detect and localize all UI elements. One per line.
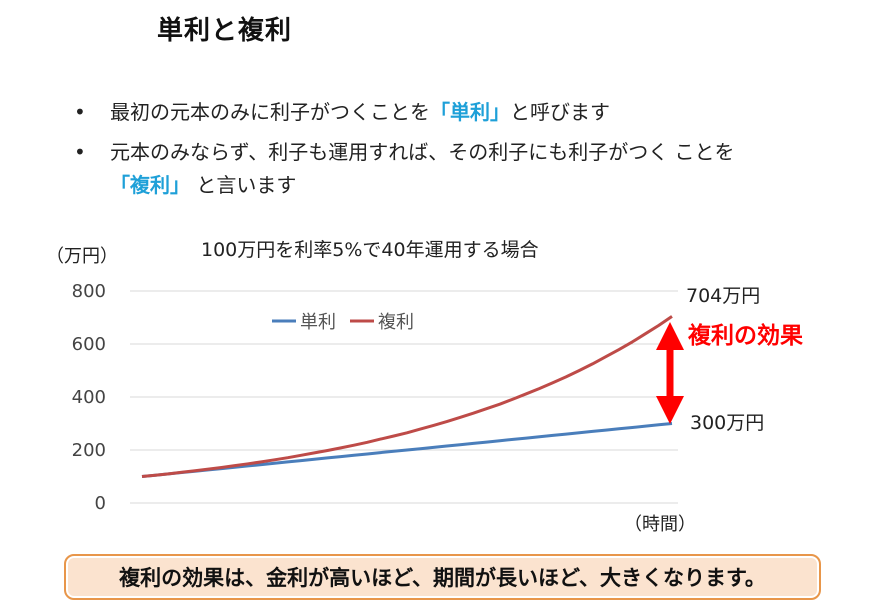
bullet-text: 最初の元本のみに利子がつくことを	[110, 100, 430, 124]
legend-label-compound: 複利	[378, 312, 414, 333]
highlight-term: 「複利」	[110, 173, 190, 197]
effect-label: 複利の効果	[688, 322, 803, 349]
chart-title: 100万円を利率5%で40年運用する場合	[201, 239, 539, 261]
y-axis-label: （万円）	[46, 246, 118, 267]
y-tick-label: 0	[95, 493, 106, 514]
legend-label-simple: 単利	[300, 312, 336, 333]
series-line-compound	[141, 315, 673, 478]
line-chart: 100万円を利率5%で40年運用する場合 （万円） （時間） 0 200 400 60…	[46, 239, 803, 535]
x-axis-label: （時間）	[624, 514, 696, 535]
compound-end-label: 704万円	[686, 285, 760, 307]
bullet-dot: •	[74, 100, 86, 124]
gridlines	[130, 290, 678, 504]
slide-title: 単利と複利	[157, 16, 293, 46]
highlight-term: 「単利」	[430, 100, 510, 124]
y-tick-labels: 0 200 400 600 800	[72, 281, 106, 514]
y-tick-label: 400	[72, 387, 106, 408]
summary-box: 複利の効果は、金利が高いほど、期間が長いほど、大きくなります。	[64, 554, 821, 600]
bullet-list: • 最初の元本のみに利子がつくことを「単利」と呼びます • 元本のみならず、利子も運…	[74, 96, 864, 202]
bullet-text: と呼びます	[510, 100, 610, 124]
bullet-dot: •	[74, 140, 86, 164]
summary-text: 複利の効果は、金利が高いほど、期間が長いほど、大きくなります。	[119, 566, 766, 590]
bullet-item: • 元本のみならず、利子も運用すれば、その利子にも利子がつく ことを 「複利」 と言…	[74, 136, 864, 202]
simple-end-label: 300万円	[690, 412, 764, 434]
bullet-item: • 最初の元本のみに利子がつくことを「単利」と呼びます	[74, 96, 864, 129]
legend: 単利 複利	[272, 312, 414, 333]
bullet-text: と言います	[190, 173, 297, 197]
y-tick-label: 600	[72, 334, 106, 355]
y-tick-label: 800	[72, 281, 106, 302]
series-lines	[141, 315, 673, 478]
y-tick-label: 200	[72, 440, 106, 461]
bullet-text: 元本のみならず、利子も運用すれば、その利子にも利子がつく ことを	[110, 140, 735, 164]
